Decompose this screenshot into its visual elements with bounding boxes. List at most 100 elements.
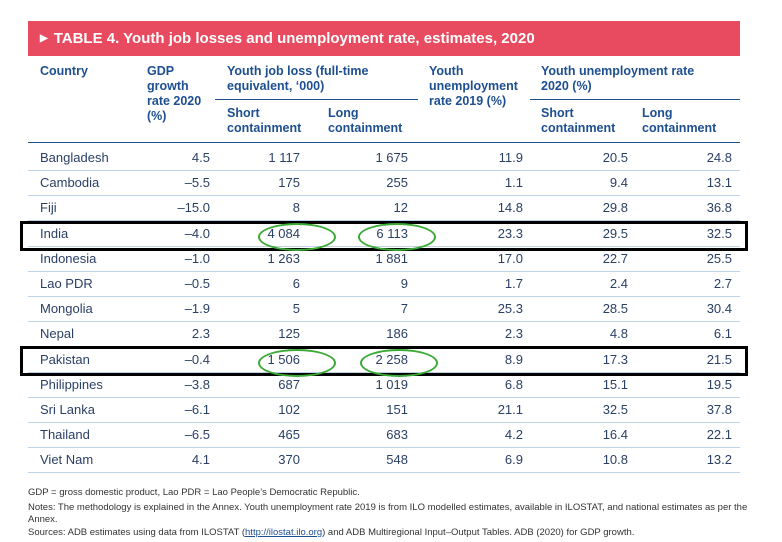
cell-gdp-growth: 2.3 [191, 326, 210, 342]
circle-pakistan-long [360, 349, 438, 377]
header-job-loss: Youth job loss (full-time equivalent, ‘0… [227, 64, 369, 93]
cell-unemp-2020-short: 28.5 [602, 301, 628, 317]
table-row: Bangladesh 4.5 1 117 1 675 11.9 20.5 24.8 [28, 145, 740, 171]
cell-country: Lao PDR [40, 276, 93, 291]
cell-job-loss-long: 186 [386, 326, 408, 342]
cell-unemp-2020-short: 2.4 [609, 276, 628, 291]
cell-gdp-growth: –4.0 [184, 225, 210, 241]
cell-job-loss-short: 370 [278, 452, 300, 468]
cell-unemp-2020-short: 9.4 [609, 175, 628, 191]
cell-gdp-growth: –15.0 [177, 200, 210, 216]
header-country: Country [40, 64, 88, 78]
cell-unemp-2019: 1.7 [504, 276, 523, 291]
ilostat-link[interactable]: http://ilostat.ilo.org [245, 527, 323, 538]
header-unemp-long: Long containment [642, 106, 717, 135]
cell-country: Nepal [40, 326, 74, 342]
cell-unemp-2020-long: 6.1 [713, 326, 732, 342]
cell-job-loss-short: 1 117 [268, 150, 300, 165]
table-row: Mongolia –1.9 5 7 25.3 28.5 30.4 [28, 296, 740, 323]
cell-unemp-2020-short: 17.3 [602, 351, 628, 367]
cell-job-loss-short: 1 263 [267, 250, 300, 266]
cell-unemp-2019: 6.8 [504, 376, 523, 392]
table-row: Philippines –3.8 687 1 019 6.8 15.1 19.5 [28, 372, 740, 398]
cell-unemp-2020-long: 30.4 [706, 301, 732, 317]
cell-country: Thailand [40, 427, 90, 443]
cell-unemp-2020-long: 2.7 [713, 276, 732, 291]
cell-job-loss-long: 12 [393, 200, 408, 216]
cell-unemp-2020-long: 24.8 [706, 150, 732, 165]
cell-gdp-growth: 4.1 [191, 452, 210, 468]
cell-country: Fiji [40, 200, 57, 216]
cell-unemp-2020-long: 21.5 [706, 351, 732, 367]
cell-job-loss-short: 102 [278, 402, 300, 417]
cell-unemp-2020-short: 4.8 [609, 326, 628, 342]
header-unemp-short: Short containment [541, 106, 616, 135]
cell-unemp-2020-short: 20.5 [602, 150, 628, 165]
cell-unemp-2019: 17.0 [497, 250, 523, 266]
cell-gdp-growth: –6.5 [184, 427, 210, 443]
circle-india-short [258, 223, 336, 251]
cell-job-loss-short: 6 [292, 276, 300, 291]
table-row: Sri Lanka –6.1 102 151 21.1 32.5 37.8 [28, 397, 740, 423]
cell-country: Indonesia [40, 250, 97, 266]
header-job-loss-long: Long containment [328, 106, 403, 135]
cell-country: Philippines [40, 376, 103, 392]
table-title: ▶ TABLE 4. Youth job losses and unemploym… [28, 21, 740, 56]
cell-unemp-2020-long: 22.1 [706, 427, 732, 443]
table-row: Thailand –6.5 465 683 4.2 16.4 22.1 [28, 422, 740, 449]
cell-job-loss-short: 175 [278, 175, 300, 191]
cell-job-loss-long: 7 [400, 301, 408, 317]
cell-unemp-2019: 8.9 [504, 351, 523, 367]
cell-unemp-2020-long: 13.2 [706, 452, 732, 468]
table-row: Nepal 2.3 125 186 2.3 4.8 6.1 [28, 321, 740, 348]
cell-unemp-2020-long: 25.5 [706, 250, 732, 266]
cell-unemp-2019: 11.9 [498, 150, 523, 165]
cell-job-loss-short: 687 [278, 376, 300, 392]
table-row: Cambodia –5.5 175 255 1.1 9.4 13.1 [28, 170, 740, 197]
table-row: Indonesia –1.0 1 263 1 881 17.0 22.7 25.5 [28, 246, 740, 272]
cell-gdp-growth: –0.5 [184, 276, 210, 291]
cell-unemp-2020-long: 36.8 [706, 200, 732, 216]
cell-unemp-2020-short: 10.8 [602, 452, 628, 468]
table-row: Viet Nam 4.1 370 548 6.9 10.8 13.2 [28, 447, 740, 474]
cell-unemp-2019: 1.1 [504, 175, 523, 191]
cell-job-loss-long: 1 019 [375, 376, 408, 392]
methodology-note: Notes: The methodology is explained in t… [28, 502, 748, 525]
cell-unemp-2019: 6.9 [504, 452, 523, 468]
cell-country: Cambodia [40, 175, 100, 191]
triangle-icon: ▶ [40, 33, 48, 44]
cell-unemp-2019: 25.3 [497, 301, 523, 317]
header-job-loss-short: Short containment [227, 106, 302, 135]
cell-unemp-2020-long: 13.1 [706, 175, 732, 191]
cell-unemp-2019: 4.2 [504, 427, 523, 443]
table-row: Lao PDR –0.5 6 9 1.7 2.4 2.7 [28, 271, 740, 297]
cell-country: Pakistan [40, 351, 90, 367]
cell-gdp-growth: 4.5 [191, 150, 210, 165]
cell-unemp-2020-short: 29.5 [602, 225, 628, 241]
cell-job-loss-long: 9 [400, 276, 408, 291]
cell-unemp-2020-long: 19.5 [706, 376, 732, 392]
cell-gdp-growth: –1.9 [184, 301, 210, 317]
cell-job-loss-long: 255 [386, 175, 408, 191]
cell-job-loss-short: 8 [292, 200, 300, 216]
cell-job-loss-short: 465 [278, 427, 300, 443]
circle-india-long [358, 223, 436, 251]
cell-job-loss-long: 1 881 [375, 250, 408, 266]
cell-job-loss-long: 151 [386, 402, 408, 417]
cell-job-loss-long: 548 [386, 452, 408, 468]
cell-unemp-2020-long: 37.8 [706, 402, 732, 417]
cell-gdp-growth: –5.5 [184, 175, 210, 191]
header-unemp-2019: Youth unemployment rate 2019 (%) [429, 64, 518, 108]
cell-unemp-2019: 14.8 [497, 200, 523, 216]
cell-unemp-2020-short: 22.7 [602, 250, 628, 266]
cell-unemp-2020-short: 16.4 [602, 427, 628, 443]
cell-country: Bangladesh [40, 150, 109, 165]
cell-gdp-growth: –0.4 [184, 351, 210, 367]
sources-note: Sources: ADB estimates using data from I… [28, 527, 635, 538]
cell-unemp-2019: 23.3 [497, 225, 523, 241]
cell-unemp-2020-short: 32.5 [602, 402, 628, 417]
cell-job-loss-short: 5 [292, 301, 300, 317]
cell-job-loss-short: 125 [278, 326, 300, 342]
cell-gdp-growth: –3.8 [184, 376, 210, 392]
abbreviations-note: GDP = gross domestic product, Lao PDR = … [28, 487, 360, 498]
